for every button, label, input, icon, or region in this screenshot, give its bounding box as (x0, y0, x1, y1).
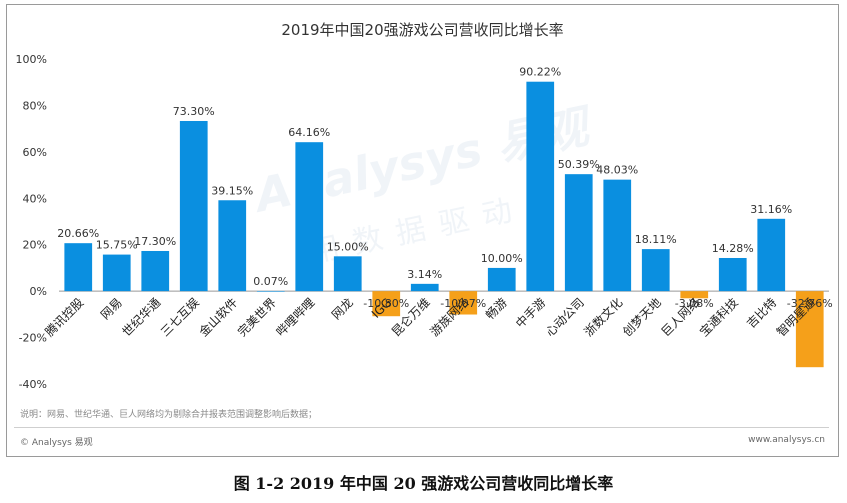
chart-frame: Analysys 易观 用数据驱动 2019年中国20强游戏公司营收同比增长率 … (6, 4, 839, 457)
category-label: 吉比特 (743, 295, 779, 331)
data-label: -3.08% (675, 297, 714, 310)
figure-caption: 图 1-2 2019 年中国 20 强游戏公司营收同比增长率 (233, 474, 614, 493)
data-label: 31.16% (750, 203, 792, 216)
bar (333, 256, 362, 292)
source-brand: © Analysys 易观 (20, 438, 93, 448)
category-label: 哔哩哔哩 (274, 295, 318, 339)
bar (449, 291, 478, 315)
chart-title: 2019年中国20强游戏公司营收同比增长率 (281, 21, 564, 39)
data-label: 18.11% (635, 233, 677, 246)
bar (680, 291, 709, 299)
bar (102, 254, 131, 292)
data-label: 48.03% (596, 164, 638, 177)
bar (295, 142, 324, 292)
data-label: -10.80% (363, 297, 409, 310)
data-label: 50.39% (558, 158, 600, 171)
data-label: 15.75% (96, 239, 138, 252)
data-label: 3.14% (407, 268, 442, 281)
category-label: 创梦天地 (620, 295, 664, 339)
data-label: 64.16% (288, 126, 330, 139)
bar (526, 81, 555, 292)
bar-chart: -40% -20% 0% 20% 40% 60% 80% 100% 20.66% 腾讯控股 15.7… (16, 53, 833, 391)
category-label: 浙数文化 (581, 295, 626, 340)
bar (218, 200, 247, 292)
bar (564, 174, 593, 292)
data-label: 73.30% (173, 105, 215, 118)
bar (757, 218, 786, 292)
bar (372, 291, 401, 317)
category-label: 金山软件 (196, 295, 241, 340)
category-label: 畅游 (483, 295, 510, 322)
category-label: 心动公司 (543, 295, 587, 339)
bar (641, 249, 670, 292)
bar (64, 243, 93, 292)
data-label: 0.07% (253, 275, 288, 288)
category-label: 中手游 (512, 295, 548, 331)
category-label: 腾讯控股 (42, 295, 87, 340)
category-label: 网龙 (329, 295, 356, 322)
category-label: 三七互娱 (158, 295, 202, 339)
y-tick-label: 60% (23, 146, 47, 159)
data-label: 90.22% (519, 66, 561, 79)
data-label: 20.66% (57, 227, 99, 240)
category-label: 完美世界 (234, 295, 279, 340)
bar (487, 267, 516, 292)
bar (795, 291, 824, 368)
category-label: 网易 (98, 295, 125, 322)
chart-note: 说明：网易、世纪华通、巨人网络均为剔除合并报表范围调整影响后数据； (20, 410, 318, 420)
y-tick-label: 40% (23, 192, 47, 205)
data-label: 17.30% (134, 235, 176, 248)
footer-divider (14, 427, 829, 428)
data-label: -10.07% (440, 297, 486, 310)
data-label: 15.00% (327, 240, 369, 253)
data-label: 10.00% (481, 252, 523, 265)
y-tick-label: 100% (16, 53, 47, 66)
bar (256, 290, 285, 292)
data-label: 39.15% (211, 184, 253, 197)
y-tick-label: -20% (19, 332, 47, 345)
data-label: -32.76% (787, 297, 833, 310)
data-label: 14.28% (712, 242, 754, 255)
y-tick-label: 80% (23, 99, 47, 112)
bar (179, 120, 208, 292)
bar (718, 257, 747, 292)
source-url: www.analysys.cn (748, 435, 825, 445)
y-tick-label: 0% (30, 285, 47, 298)
bar (410, 283, 439, 292)
y-tick-label: -40% (19, 378, 47, 391)
bar (603, 179, 632, 292)
bar (141, 250, 170, 292)
category-label: 世纪华通 (120, 295, 164, 339)
y-tick-label: 20% (23, 239, 47, 252)
